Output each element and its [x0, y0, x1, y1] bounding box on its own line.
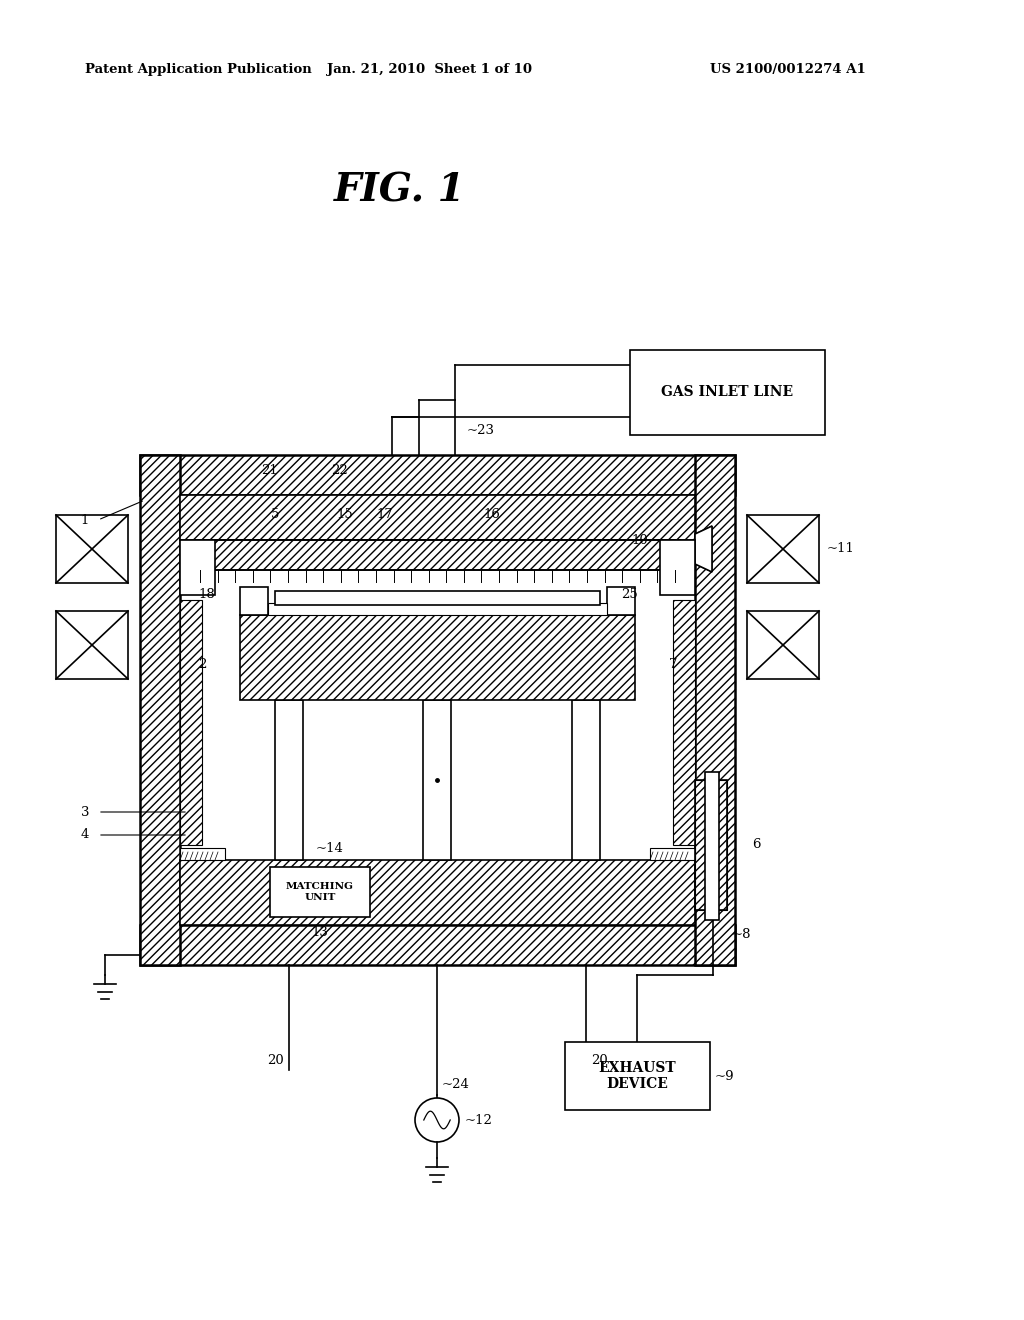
- Bar: [423, 700, 451, 861]
- Bar: [56, 611, 128, 678]
- Circle shape: [415, 1098, 459, 1142]
- Bar: [180, 540, 215, 595]
- Text: GAS INLET LINE: GAS INLET LINE: [662, 385, 794, 400]
- Text: 3: 3: [81, 805, 89, 818]
- Text: 18: 18: [198, 589, 215, 602]
- Bar: [695, 455, 735, 965]
- Bar: [240, 587, 268, 615]
- Text: 6: 6: [752, 838, 761, 851]
- Bar: [56, 515, 128, 583]
- Bar: [705, 772, 719, 920]
- Bar: [268, 603, 607, 615]
- Text: 10: 10: [632, 533, 648, 546]
- Text: 2: 2: [198, 659, 207, 672]
- Text: 5: 5: [270, 508, 280, 521]
- Text: 15: 15: [337, 508, 353, 521]
- Text: FIG. 1: FIG. 1: [334, 172, 466, 209]
- Text: 16: 16: [483, 508, 501, 521]
- Text: ~23: ~23: [467, 424, 495, 437]
- Bar: [195, 540, 680, 570]
- Polygon shape: [695, 525, 712, 572]
- Text: EXHAUST
DEVICE: EXHAUST DEVICE: [599, 1061, 676, 1092]
- Bar: [607, 587, 635, 615]
- Text: 13: 13: [311, 925, 329, 939]
- Bar: [650, 847, 695, 861]
- Text: ~11: ~11: [827, 543, 855, 556]
- Bar: [746, 611, 819, 678]
- Text: 20: 20: [267, 1053, 284, 1067]
- Bar: [660, 540, 695, 595]
- Bar: [572, 700, 600, 861]
- Text: 17: 17: [377, 508, 393, 521]
- Bar: [630, 350, 825, 436]
- Text: ~9: ~9: [715, 1069, 734, 1082]
- Bar: [270, 867, 370, 917]
- Bar: [180, 847, 225, 861]
- Text: ~14: ~14: [316, 842, 344, 855]
- Bar: [195, 540, 680, 570]
- Text: 21: 21: [261, 463, 279, 477]
- Bar: [673, 601, 695, 845]
- Polygon shape: [695, 525, 712, 572]
- Bar: [140, 455, 180, 965]
- Text: 20: 20: [591, 1053, 608, 1067]
- Bar: [695, 780, 727, 909]
- Bar: [565, 1041, 710, 1110]
- Bar: [140, 925, 735, 965]
- Text: ~8: ~8: [732, 928, 752, 941]
- Text: 7: 7: [669, 659, 677, 672]
- Bar: [240, 615, 635, 700]
- Bar: [180, 601, 202, 845]
- Bar: [275, 591, 600, 605]
- Text: 1: 1: [81, 513, 89, 527]
- Text: ~12: ~12: [465, 1114, 493, 1126]
- Bar: [180, 495, 695, 925]
- Text: 4: 4: [81, 829, 89, 842]
- Bar: [140, 455, 735, 495]
- Text: MATCHING
UNIT: MATCHING UNIT: [286, 882, 354, 902]
- Bar: [180, 861, 695, 925]
- Text: 25: 25: [622, 589, 638, 602]
- Text: US 2100/0012274 A1: US 2100/0012274 A1: [710, 63, 865, 77]
- Bar: [275, 700, 303, 861]
- Text: Patent Application Publication: Patent Application Publication: [85, 63, 311, 77]
- Text: 22: 22: [332, 463, 348, 477]
- Bar: [695, 780, 727, 909]
- Text: Jan. 21, 2010  Sheet 1 of 10: Jan. 21, 2010 Sheet 1 of 10: [328, 63, 532, 77]
- Text: ~24: ~24: [442, 1078, 470, 1092]
- Bar: [746, 515, 819, 583]
- Bar: [180, 495, 695, 540]
